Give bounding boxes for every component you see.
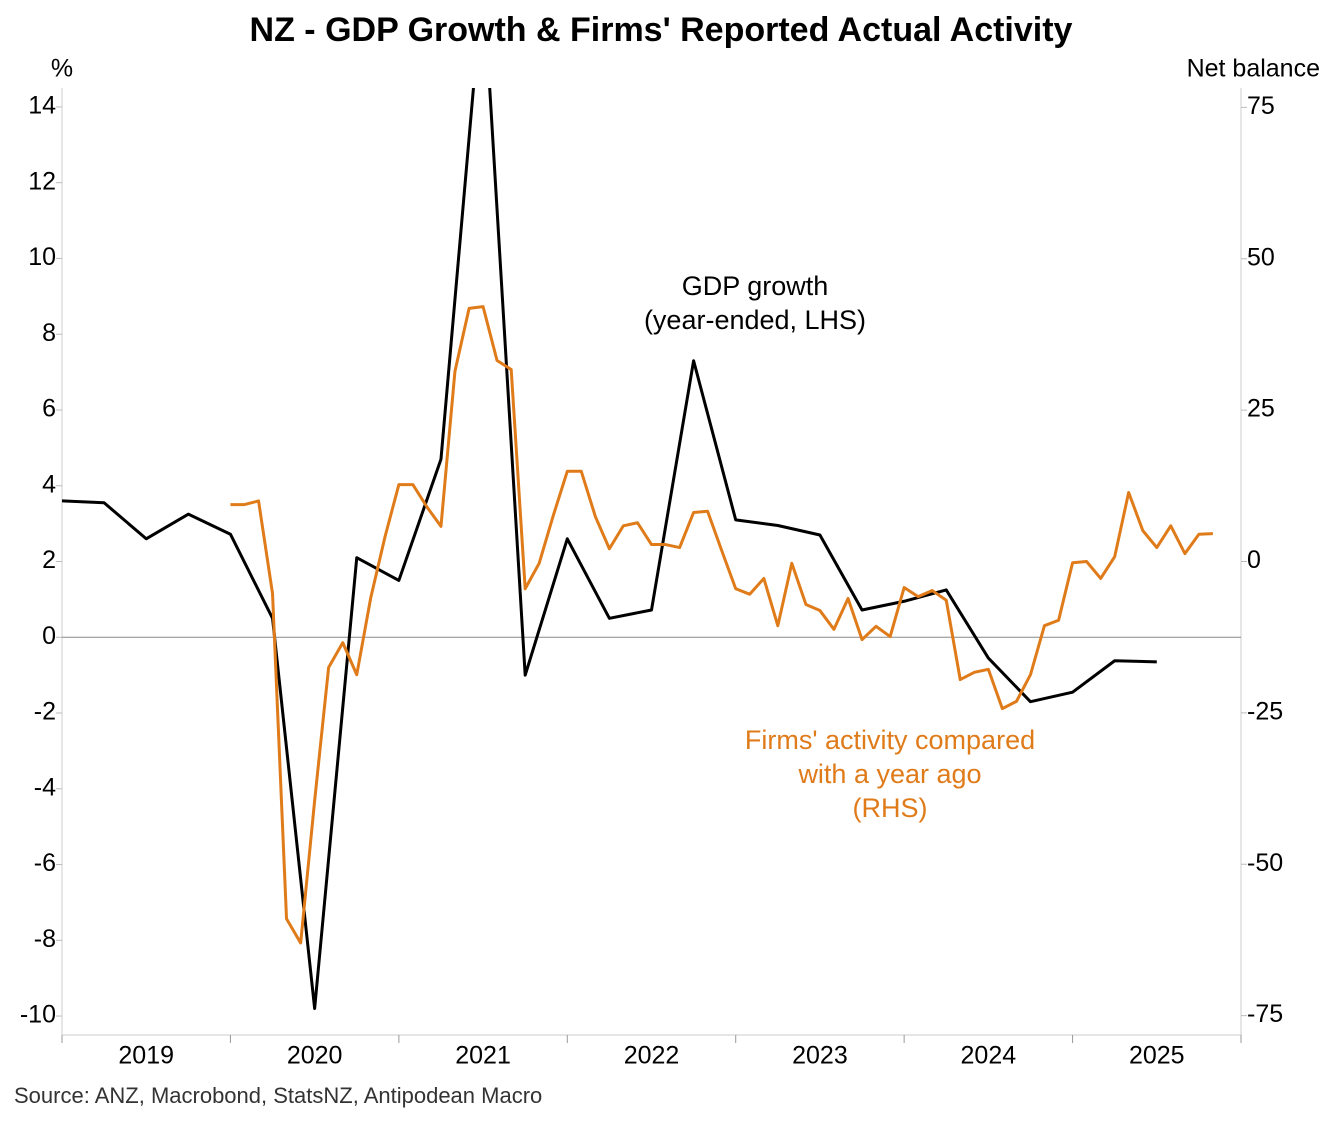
annotation: with a year ago	[797, 759, 981, 789]
y2-tick-label: -50	[1247, 849, 1283, 877]
y-tick-label: 0	[42, 622, 56, 650]
chart-title: NZ - GDP Growth & Firms' Reported Actual…	[250, 11, 1073, 49]
y2-tick-label: 0	[1247, 546, 1261, 574]
annotation: (RHS)	[853, 793, 928, 823]
source-note: Source: ANZ, Macrobond, StatsNZ, Antipod…	[14, 1083, 542, 1108]
x-tick-label: 2021	[455, 1042, 511, 1070]
y2-tick-label: 50	[1247, 243, 1275, 271]
annotation: Firms' activity compared	[745, 725, 1035, 755]
y-tick-label: 2	[42, 546, 56, 574]
y-tick-label: -6	[34, 849, 56, 877]
y2-tick-label: 25	[1247, 395, 1275, 423]
x-tick-label: 2024	[961, 1042, 1017, 1070]
series-line	[230, 305, 1213, 945]
annotation: (year-ended, LHS)	[644, 305, 866, 335]
x-tick-label: 2025	[1129, 1042, 1185, 1070]
y-tick-label: 4	[42, 470, 56, 498]
y-unit-label: %	[51, 55, 73, 83]
y-tick-label: 6	[42, 395, 56, 423]
y2-unit-label: Net balance	[1187, 55, 1320, 83]
y2-tick-label: -25	[1247, 697, 1283, 725]
x-tick-label: 2022	[624, 1042, 680, 1070]
y-tick-label: 8	[42, 319, 56, 347]
y-tick-label: 14	[28, 92, 56, 120]
y-tick-label: -4	[34, 773, 56, 801]
y-tick-label: 12	[28, 167, 56, 195]
x-tick-label: 2023	[792, 1042, 848, 1070]
annotation: GDP growth	[682, 271, 829, 301]
series-line	[62, 88, 1157, 1010]
y-tick-label: -8	[34, 925, 56, 953]
y2-tick-label: 75	[1247, 92, 1275, 120]
y-tick-label: -10	[20, 1001, 56, 1029]
y-tick-label: 10	[28, 243, 56, 271]
y2-tick-label: -75	[1247, 1000, 1283, 1028]
y-tick-label: -2	[34, 698, 56, 726]
x-tick-label: 2020	[287, 1042, 343, 1070]
x-tick-label: 2019	[118, 1042, 174, 1070]
